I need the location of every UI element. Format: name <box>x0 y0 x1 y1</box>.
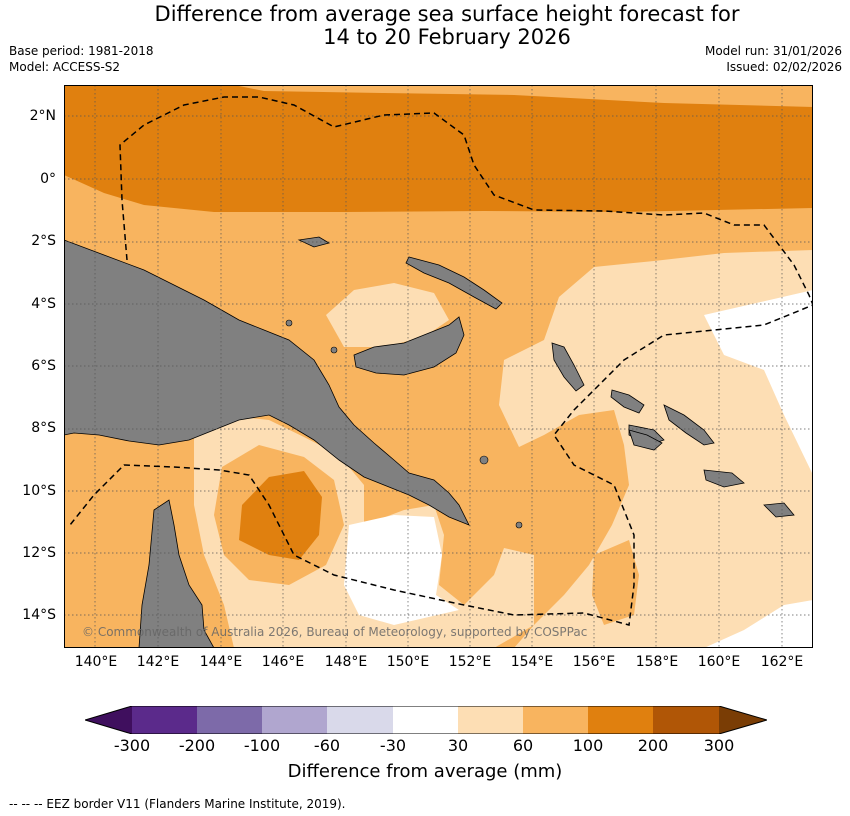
colorbar-tick: 100 <box>572 736 604 755</box>
title-line-1: Difference from average sea surface heig… <box>154 2 740 26</box>
land-bougainville <box>551 342 585 392</box>
land-new-ireland <box>405 256 503 310</box>
colorbar-tick: -200 <box>178 736 216 755</box>
meta-right: Model run: 31/01/2026 Issued: 02/02/2026 <box>705 43 842 75</box>
base-period: Base period: 1981-2018 <box>9 44 154 58</box>
map-area <box>64 85 813 648</box>
lat-label: 2°S <box>31 233 56 249</box>
colorbar-segment <box>393 706 458 734</box>
lon-label: 160°E <box>697 654 741 670</box>
band-100-200-blob <box>239 471 322 560</box>
lon-label: 146°E <box>261 654 305 670</box>
colorbar-tick: 60 <box>512 736 534 755</box>
land-islet-4 <box>330 346 338 354</box>
land-islet-2 <box>515 521 523 529</box>
colorbar-tick: 30 <box>447 736 469 755</box>
band-neutral-east <box>704 290 813 475</box>
land-makira <box>703 469 745 488</box>
colorbar-segment <box>262 706 327 734</box>
land-new-guinea <box>64 239 470 526</box>
meta-left: Base period: 1981-2018 Model: ACCESS-S2 <box>9 43 154 75</box>
band-30-60-north-png <box>326 283 449 347</box>
colorbar-segment <box>197 706 262 734</box>
colorbar <box>85 706 767 734</box>
colorbar-tick: 200 <box>637 736 669 755</box>
lon-label: 154°E <box>510 654 554 670</box>
colorbar-segment <box>132 706 197 734</box>
colorbar-segment <box>523 706 588 734</box>
copyright-notice: © Commonwealth of Australia 2026, Bureau… <box>82 625 588 639</box>
lat-label: 14°S <box>22 607 56 623</box>
model-run: Model run: 31/01/2026 <box>704 44 842 58</box>
map-svg <box>64 85 813 648</box>
land-guadalcanal <box>628 429 663 451</box>
colorbar-segment <box>327 706 393 734</box>
colorbar-tick: 300 <box>703 736 735 755</box>
band-neutral-southeast <box>704 600 813 648</box>
map-frame <box>64 85 813 648</box>
model-name: Model: ACCESS-S2 <box>9 60 121 74</box>
title-line-2: 14 to 20 February 2026 <box>323 25 571 49</box>
lon-label: 158°E <box>635 654 679 670</box>
colorbar-tick: -300 <box>113 736 151 755</box>
colorbar-segment <box>653 706 719 734</box>
colorbar-title: Difference from average (mm) <box>287 761 563 782</box>
colorbar-tick: -30 <box>379 736 407 755</box>
lon-label: 162°E <box>760 654 804 670</box>
gridlines <box>64 85 813 648</box>
land-islet-3 <box>285 319 293 327</box>
land-santa-isabel <box>663 404 715 446</box>
lon-label: 144°E <box>199 654 243 670</box>
colorbar-segment <box>588 706 653 734</box>
lon-label: 150°E <box>386 654 430 670</box>
lat-label: 4°S <box>31 296 56 312</box>
band-100-200-north <box>64 85 813 212</box>
land-manus <box>297 236 331 248</box>
lat-label: 10°S <box>22 483 56 499</box>
issued-date: Issued: 02/02/2026 <box>726 60 842 74</box>
lat-label: 0° <box>40 171 56 187</box>
eez-legend-note: -- -- -- EEZ border V11 (Flanders Marine… <box>9 797 346 811</box>
colorbar-arrow-right <box>719 706 767 734</box>
band-60-100-top-strip <box>104 85 813 107</box>
land-new-britain <box>353 316 465 376</box>
lon-label: 152°E <box>448 654 492 670</box>
lon-label: 156°E <box>572 654 616 670</box>
colorbar-tick: -100 <box>243 736 281 755</box>
colorbar-segment <box>458 706 523 734</box>
lat-label: 6°S <box>31 358 56 374</box>
lon-label: 142°E <box>136 654 180 670</box>
colorbar-tick: -60 <box>313 736 341 755</box>
lat-label: 8°S <box>31 420 56 436</box>
land-islet-1 <box>479 455 489 465</box>
lon-label: 148°E <box>324 654 368 670</box>
band-60-100-pocket <box>592 540 639 625</box>
map-title: Difference from average sea surface heig… <box>0 3 850 49</box>
land-choiseul <box>610 389 645 414</box>
lat-label: 2°N <box>29 108 56 124</box>
land-vanuatu-north <box>763 502 795 518</box>
lon-label: 140°E <box>74 654 118 670</box>
lat-label: 12°S <box>22 545 56 561</box>
colorbar-arrow-left <box>85 706 132 734</box>
